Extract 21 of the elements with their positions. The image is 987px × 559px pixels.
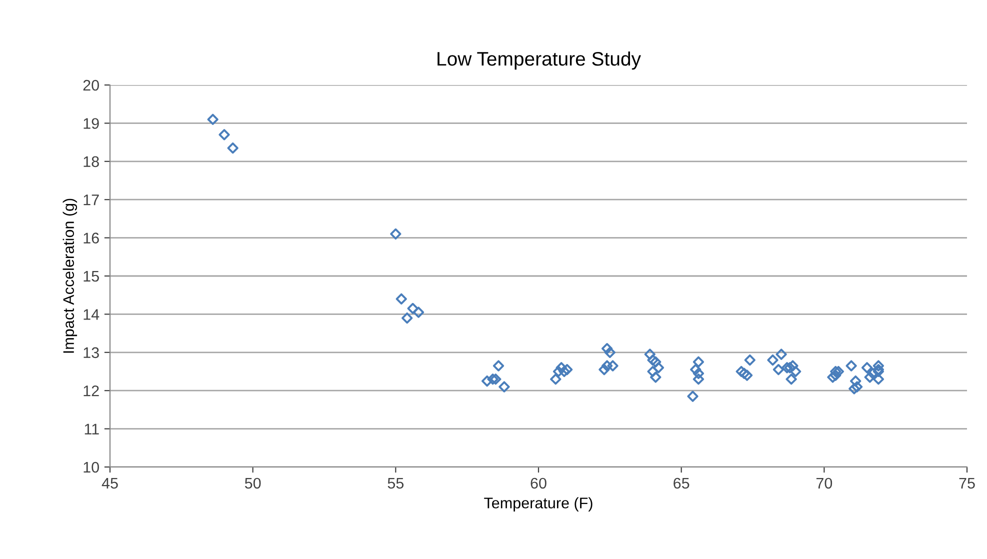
- y-tick-label: 12: [84, 385, 99, 396]
- y-tick-label: 16: [84, 232, 99, 244]
- x-tick-label: 55: [388, 478, 404, 489]
- x-tick-label: 50: [244, 478, 261, 489]
- y-tick-label: 15: [84, 271, 99, 282]
- y-tick-label: 17: [84, 194, 99, 206]
- y-tick-label: 18: [84, 156, 99, 168]
- y-tick-label: 11: [84, 424, 99, 434]
- x-tick-label: 45: [102, 478, 118, 489]
- y-tick-label: 13: [84, 347, 99, 358]
- y-tick-label: 19: [84, 118, 99, 129]
- y-tick-label: 14: [84, 309, 100, 320]
- x-tick-label: 70: [816, 478, 832, 489]
- x-axis-title: Temperature (F): [484, 497, 592, 512]
- y-axis-title: Impact Acceleration (g): [62, 198, 78, 353]
- y-tick-label: 20: [83, 80, 99, 91]
- x-tick-label: 65: [674, 478, 690, 489]
- chart-title: Low Temperature Study: [438, 51, 641, 70]
- y-tick-label: 10: [84, 462, 99, 473]
- x-tick-label: 75: [959, 478, 975, 489]
- x-tick-label: 60: [530, 478, 546, 489]
